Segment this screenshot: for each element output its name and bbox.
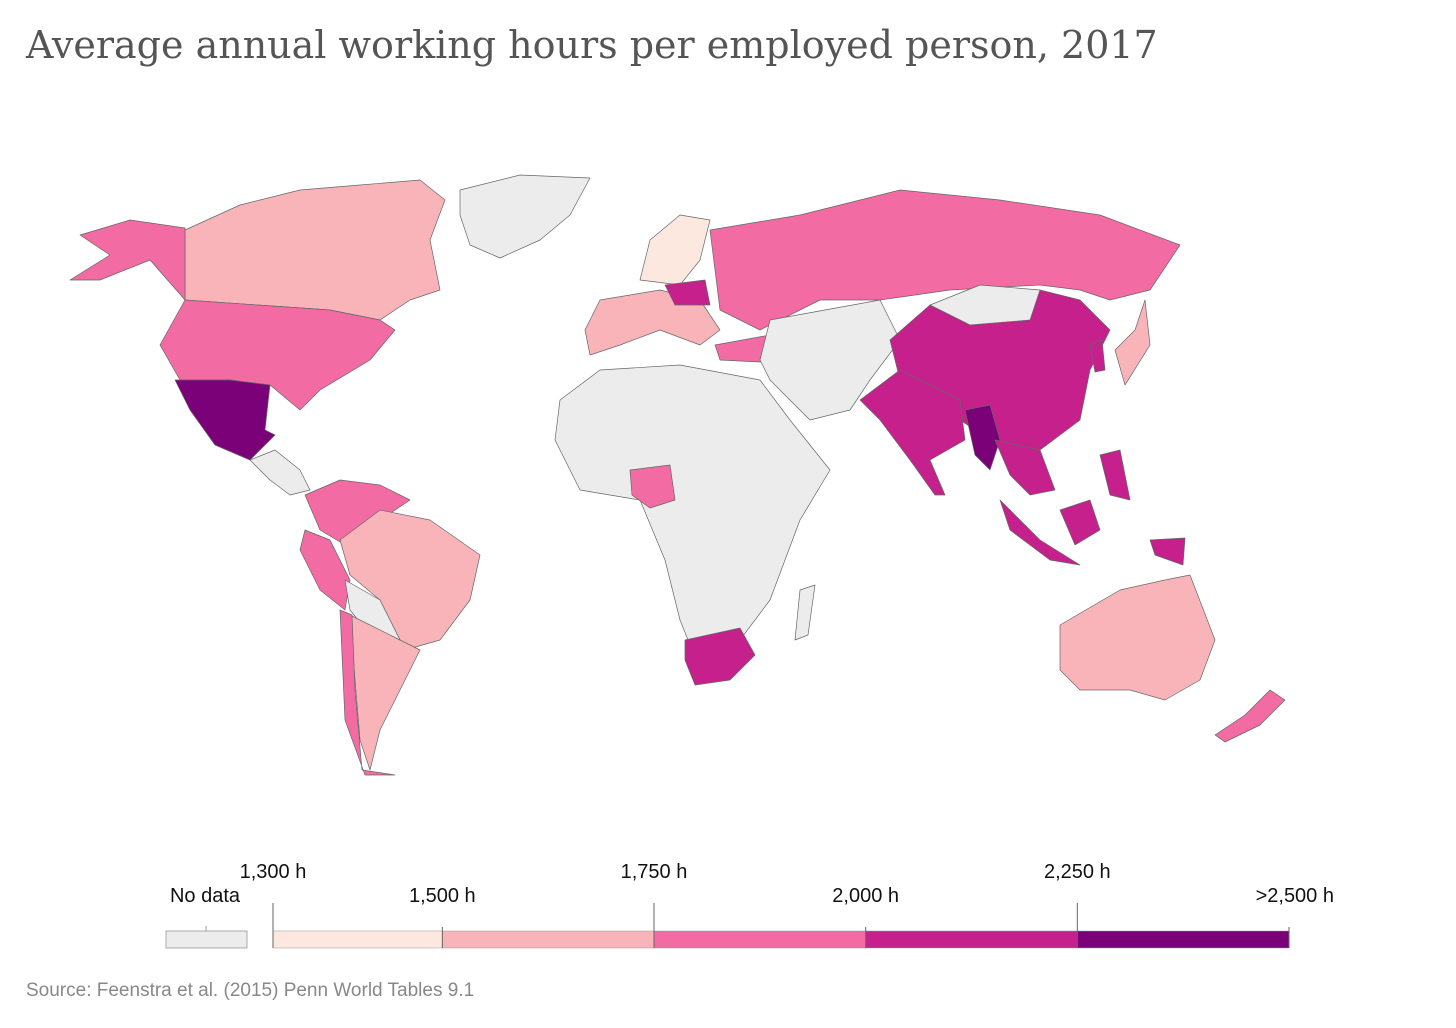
legend-bin bbox=[442, 930, 655, 949]
title: Average annual working hours per employe… bbox=[25, 23, 1158, 67]
legend-tick-label: 2,250 h bbox=[1044, 861, 1111, 883]
legend-bin bbox=[653, 930, 866, 949]
legend: No data 1,300 h 1,500 h 1,750 h 2,000 h 2,25… bbox=[165, 861, 1334, 949]
legend-tick-label: >2,500 h bbox=[1256, 885, 1334, 907]
legend-tick-label: 1,300 h bbox=[240, 861, 307, 883]
legend-bin bbox=[865, 930, 1078, 949]
legend-tick-label: 2,000 h bbox=[832, 885, 899, 907]
legend-tick-label: 1,750 h bbox=[621, 861, 688, 883]
legend-bin bbox=[272, 930, 443, 949]
legend-bin bbox=[1077, 930, 1290, 949]
source: Source: Feenstra et al. (2015) Penn Worl… bbox=[26, 980, 474, 1001]
world-map bbox=[69, 174, 1286, 776]
no-data-label: No data bbox=[170, 885, 241, 907]
no-data-swatch bbox=[165, 930, 248, 949]
legend-tick-label: 1,500 h bbox=[409, 885, 476, 907]
